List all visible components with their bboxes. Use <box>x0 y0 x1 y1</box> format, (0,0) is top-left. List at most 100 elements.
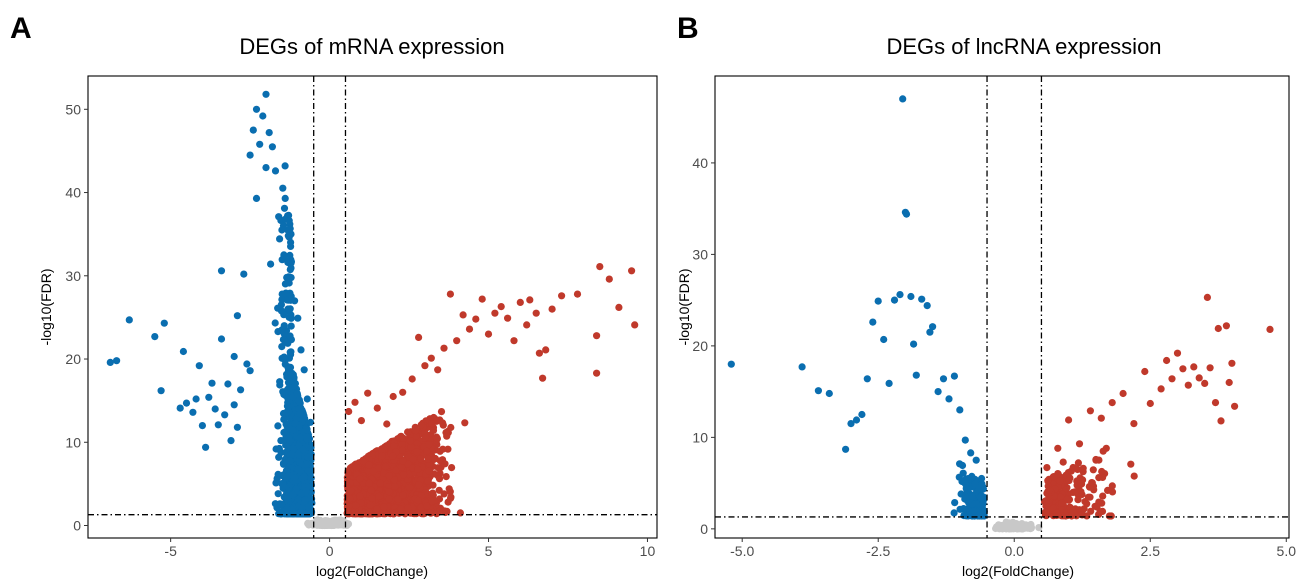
panel-a-up-point <box>409 455 417 464</box>
panel-a-down-point <box>233 423 241 431</box>
panel-a-up-point <box>357 499 365 507</box>
panel-a-down-point <box>214 421 222 429</box>
panel-a-up-point <box>491 309 499 317</box>
panel-a-down-point <box>285 384 294 392</box>
panel-a-up-point <box>436 469 444 477</box>
panel-a-down-point <box>297 346 305 354</box>
panel-a-down-point <box>230 401 238 409</box>
panel-a-down-point <box>284 232 292 240</box>
panel-a-up-point <box>408 375 416 383</box>
panel-a-plot-frame <box>87 75 658 539</box>
panel-a-up-point <box>380 469 388 477</box>
panel-a-up-point <box>478 295 486 303</box>
panel-a-up-point <box>367 486 375 494</box>
panel-a-up-point <box>380 503 388 511</box>
panel-a-up-point <box>428 420 436 428</box>
panel-a-up-point <box>423 502 431 510</box>
panel-a-up-point <box>510 337 518 345</box>
panel-a-down-point <box>287 322 295 330</box>
panel-a-up-point <box>447 423 455 432</box>
panel-a-down-point <box>274 490 282 498</box>
panel-a-up-point <box>539 374 547 382</box>
panel-a-down-point <box>217 335 226 343</box>
panel-a-down-point <box>202 443 210 451</box>
panel-a-down-point <box>252 194 261 202</box>
panel-a-down-point <box>283 505 291 513</box>
panel-a-up-point <box>373 505 381 513</box>
panel-a-down-point <box>285 377 293 385</box>
panel-a-up-point <box>435 486 443 494</box>
panel-a-up-point <box>615 303 623 311</box>
panel-a-y-tick-label: 0 <box>73 518 81 534</box>
panel-a-down-point <box>275 213 283 221</box>
panel-a-down-point <box>281 338 289 346</box>
panel-a-down-point <box>182 399 191 407</box>
panel-a-x-tick-label: 0 <box>326 543 334 559</box>
panel-a-down-point <box>287 311 295 319</box>
panel-a-down-point <box>227 437 235 445</box>
panel-a-up-point <box>347 487 355 495</box>
panel-a-up-point <box>428 497 436 506</box>
panel-a-up-point <box>385 495 393 503</box>
panel-a-up-point <box>406 437 414 445</box>
panel-a-up-point <box>352 501 360 510</box>
panel-a-down-point <box>176 404 184 412</box>
panel-a-up-point <box>415 333 423 341</box>
panel-a-up-point <box>415 481 423 489</box>
panel-a-down-point <box>252 105 261 113</box>
panel-a-ns-point <box>334 520 342 528</box>
panel-b: B DEGs of lncRNA expression -5.0 -2.5 0.0 2… <box>676 12 1296 579</box>
panel-a-ns-point <box>321 521 329 529</box>
panel-a-up-point <box>442 473 450 481</box>
panel-a-up-point <box>523 321 531 329</box>
panel-a-up-point <box>434 366 442 374</box>
panel-a-up-point <box>394 495 402 503</box>
panel-a-down-point <box>272 445 280 453</box>
panel-b-ns-point <box>994 523 1002 531</box>
panel-a-down-point <box>276 235 284 243</box>
panel-a-down-point <box>285 217 293 225</box>
panel-a-up-point <box>356 475 364 483</box>
panel-a-up-point <box>484 330 493 338</box>
panel-a-title: DEGs of mRNA expression <box>239 34 504 59</box>
panel-a-down-point <box>300 473 308 481</box>
panel-a-up-point <box>453 337 461 345</box>
panel-a-up-point <box>346 495 354 503</box>
panel-a-down-point <box>306 418 315 426</box>
panel-a-up-point <box>593 332 601 340</box>
panel-a-down-point <box>280 251 288 259</box>
panel-b-ns-point <box>1035 524 1043 532</box>
panel-a-up-point <box>373 404 381 412</box>
panel-a-point-cloud <box>267 184 469 530</box>
panel-a-up-point <box>628 267 636 275</box>
panel-a-up-point <box>399 434 408 442</box>
panel-a-down-point <box>297 508 305 516</box>
panel-a-up-point <box>427 354 435 362</box>
panel-a-up-point <box>413 448 421 456</box>
panel-a-up-point <box>593 369 601 377</box>
panel-a-down-point <box>211 405 219 413</box>
panel-a-down-point <box>268 143 276 151</box>
panel-a-down-point <box>262 90 270 98</box>
panel-a-up-point <box>433 435 441 443</box>
panel-a-up-point <box>351 398 359 406</box>
panel-a-down-point <box>304 453 312 461</box>
panel-a-up-point <box>414 496 422 505</box>
panel-a-up-point <box>596 263 604 271</box>
panel-a-up-point <box>365 508 373 516</box>
panel-a-down-point <box>284 495 292 503</box>
panel-a-up-point <box>504 314 512 322</box>
panel-a-up-point <box>389 392 397 401</box>
panel-a-down-point <box>189 408 197 416</box>
panel-a-up-point <box>444 498 452 506</box>
panel-a-up-point <box>605 275 613 283</box>
panel-a-up-point <box>417 503 425 512</box>
panel-a-down-point <box>296 434 304 442</box>
panel-a-up-point <box>368 494 376 502</box>
panel-a-x-axis-label: log2(FoldChange) <box>316 563 428 579</box>
panel-a-up-point <box>459 311 467 319</box>
panel-a-up-point <box>548 305 556 313</box>
panel-a-down-point <box>281 162 289 170</box>
panel-a-up-point <box>429 426 438 434</box>
